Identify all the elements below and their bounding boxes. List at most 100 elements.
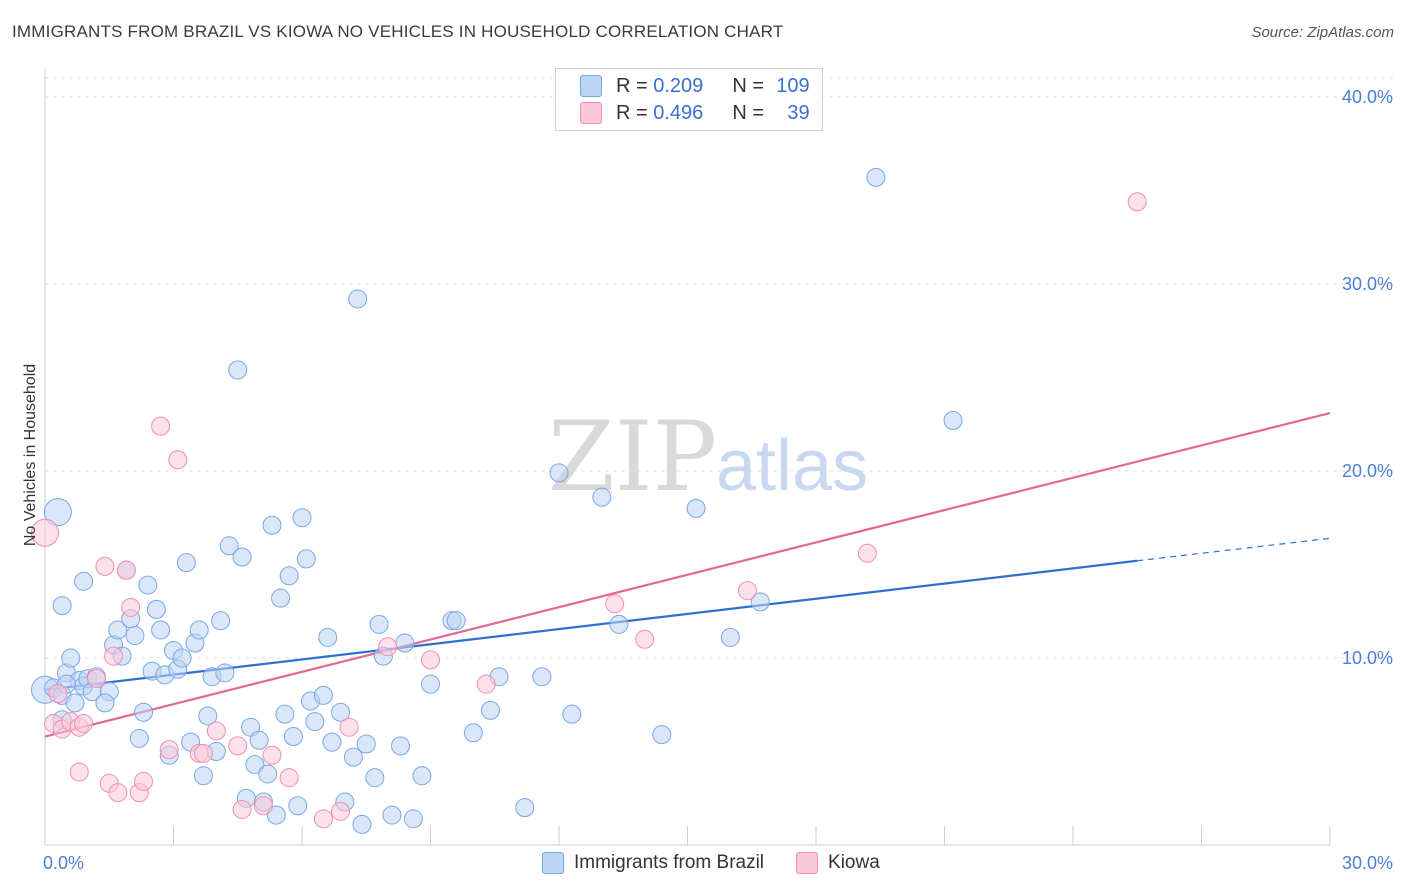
- brazil-point: [652, 725, 672, 745]
- brazil-point: [279, 566, 299, 586]
- kiowa-point: [69, 762, 89, 782]
- brazil-point: [138, 575, 158, 595]
- brazil-point: [369, 614, 389, 634]
- kiowa-point: [339, 717, 359, 737]
- legend-n-label: N =: [732, 74, 765, 97]
- brazil-point: [189, 620, 209, 640]
- brazil-point: [365, 768, 385, 788]
- brazil-point: [463, 723, 483, 743]
- kiowa-point: [1127, 192, 1147, 212]
- brazil-point: [211, 611, 231, 631]
- brazil-point: [288, 796, 308, 816]
- kiowa-point: [193, 743, 213, 763]
- kiowa-swatch: [580, 102, 602, 124]
- brazil-point: [609, 614, 629, 634]
- kiowa-point: [331, 801, 351, 821]
- kiowa-point: [134, 771, 154, 791]
- brazil-point: [262, 515, 282, 535]
- brazil-point: [331, 702, 351, 722]
- kiowa-point: [31, 518, 59, 547]
- y-tick-label: 30.0%: [1342, 274, 1393, 294]
- legend-r-value: 0.496: [653, 101, 704, 124]
- brazil-legend-label: Immigrants from Brazil: [574, 852, 765, 873]
- legend-n-label: N =: [732, 101, 765, 124]
- brazil-point: [146, 599, 166, 619]
- brazil-point: [391, 736, 411, 756]
- correlation-legend: R = 0.209 N = 109 R = 0.496 N = 39: [555, 68, 823, 131]
- brazil-point: [283, 727, 303, 747]
- legend-row-kiowa: R = 0.496 N = 39: [580, 100, 810, 126]
- scatter-points: [31, 167, 1147, 834]
- legend-r-label: R =: [616, 101, 648, 124]
- kiowa-point: [168, 450, 188, 470]
- brazil-point: [322, 732, 342, 752]
- watermark-atlas: atlas: [716, 426, 868, 506]
- brazil-point: [296, 549, 316, 569]
- brazil-point: [219, 536, 239, 556]
- brazil-point: [245, 755, 265, 775]
- brazil-point: [65, 693, 85, 713]
- brazil-point: [134, 702, 154, 722]
- brazil-point: [305, 712, 325, 732]
- brazil-point: [249, 730, 269, 750]
- kiowa-point: [421, 650, 440, 670]
- brazil-point: [515, 798, 535, 818]
- kiowa-point: [857, 543, 877, 563]
- brazil-point: [356, 734, 376, 754]
- brazil-point: [348, 289, 368, 309]
- kiowa-point: [476, 674, 496, 694]
- kiowa-legend-label: Kiowa: [828, 852, 880, 873]
- brazil-trend-extension: [1137, 537, 1331, 562]
- y-axis-label: No Vehicles in Household: [22, 364, 39, 546]
- brazil-legend-swatch: [542, 852, 564, 874]
- brazil-point: [74, 571, 94, 591]
- kiowa-point: [95, 556, 115, 576]
- brazil-point: [395, 633, 415, 653]
- brazil-point: [480, 700, 500, 720]
- kiowa-point: [159, 740, 179, 760]
- brazil-point: [720, 627, 740, 647]
- kiowa-point: [48, 684, 68, 704]
- y-tick-label: 10.0%: [1342, 648, 1393, 668]
- brazil-swatch: [580, 75, 602, 97]
- kiowa-point: [253, 796, 273, 816]
- kiowa-point: [737, 581, 757, 601]
- source-label: Source: ZipAtlas.com: [1251, 24, 1394, 41]
- legend-r-label: R =: [616, 74, 648, 97]
- x-tick-label: 0.0%: [43, 853, 84, 873]
- series-legend: Immigrants from Brazil Kiowa: [542, 852, 880, 874]
- brazil-point: [275, 704, 295, 724]
- kiowa-point: [151, 416, 171, 436]
- brazil-point: [866, 167, 886, 187]
- brazil-point: [198, 706, 218, 726]
- brazil-point: [532, 667, 552, 687]
- brazil-point: [172, 648, 192, 668]
- axes: [44, 68, 1331, 846]
- chart-title: IMMIGRANTS FROM BRAZIL VS KIOWA NO VEHIC…: [12, 22, 784, 41]
- brazil-point: [271, 588, 291, 608]
- brazil-point: [313, 685, 333, 705]
- gridlines: [45, 77, 1395, 659]
- x-tick-label: 30.0%: [1342, 853, 1393, 873]
- brazil-point: [125, 626, 145, 646]
- brazil-point: [318, 627, 338, 647]
- kiowa-trend-line: [44, 411, 1331, 738]
- brazil-point: [232, 547, 252, 567]
- brazil-point: [403, 809, 423, 829]
- brazil-point: [549, 463, 569, 483]
- brazil-point: [108, 620, 128, 640]
- brazil-point: [215, 663, 235, 683]
- kiowa-point: [232, 799, 252, 819]
- watermark-zip: ZIP: [548, 401, 717, 513]
- kiowa-legend-swatch: [796, 852, 819, 874]
- brazil-point: [95, 693, 115, 713]
- brazil-point: [258, 764, 278, 784]
- brazil-point: [686, 498, 706, 518]
- brazil-point: [228, 360, 248, 380]
- brazil-point: [446, 611, 466, 631]
- legend-n-value: 39: [787, 101, 810, 124]
- legend-row-brazil: R = 0.209 N = 109: [580, 73, 810, 99]
- brazil-point: [750, 592, 770, 612]
- brazil-point: [193, 766, 213, 786]
